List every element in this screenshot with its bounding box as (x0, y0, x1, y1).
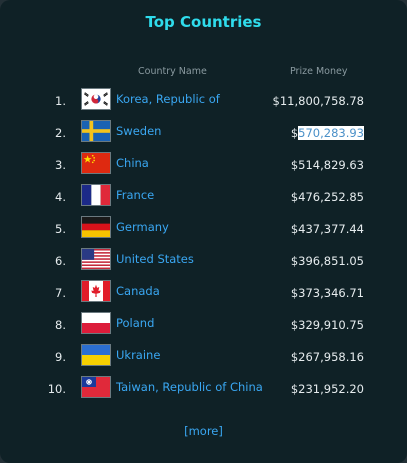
rank: 9. (30, 350, 66, 364)
country-link[interactable]: Sweden (116, 124, 161, 138)
france-flag-icon (81, 184, 111, 206)
china-flag-icon (81, 152, 111, 174)
country-name-header: Country Name (138, 66, 207, 77)
poland-flag-icon (81, 312, 111, 334)
prize-money: $373,346.71 (291, 286, 364, 300)
sweden-flag-icon (81, 120, 111, 142)
table-row: 1. Korea, Republic of $11,800,758.78 (0, 87, 407, 115)
table-row: 2. Sweden $570,283.93 (0, 119, 407, 147)
country-link[interactable]: Germany (116, 220, 169, 234)
rank: 7. (30, 286, 66, 300)
country-link[interactable]: Korea, Republic of (116, 92, 220, 106)
korea-flag-icon (81, 88, 111, 110)
rank: 10. (30, 382, 66, 396)
prize-money: $570,283.93 (291, 126, 364, 140)
panel-title: Top Countries (0, 13, 407, 31)
table-row: 9. Ukraine $267,958.16 (0, 343, 407, 371)
country-link[interactable]: China (116, 156, 149, 170)
ukraine-flag-icon (81, 344, 111, 366)
table-row: 10. Taiwan, Republic of China $231,952.2… (0, 375, 407, 403)
rank: 3. (30, 158, 66, 172)
prize-money: $267,958.16 (291, 350, 364, 364)
prize-money: $231,952.20 (291, 382, 364, 396)
selected-prize-text: 570,283.93 (298, 126, 364, 140)
rank: 4. (30, 190, 66, 204)
prize-money: $396,851.05 (291, 254, 364, 268)
prize-money-header: Prize Money (290, 66, 347, 77)
prize-money: $11,800,758.78 (273, 94, 364, 108)
prize-money: $437,377.44 (291, 222, 364, 236)
rank: 2. (30, 126, 66, 140)
country-link[interactable]: Taiwan, Republic of China (116, 380, 263, 394)
rank: 1. (30, 94, 66, 108)
country-link[interactable]: Poland (116, 316, 154, 330)
country-link[interactable]: Ukraine (116, 348, 160, 362)
usa-flag-icon (81, 248, 111, 270)
canada-flag-icon (81, 280, 111, 302)
prize-money: $476,252.85 (291, 190, 364, 204)
table-row: 3. China $514,829.63 (0, 151, 407, 179)
germany-flag-icon (81, 216, 111, 238)
rank: 6. (30, 254, 66, 268)
rank: 8. (30, 318, 66, 332)
table-row: 7. Canada $373,346.71 (0, 279, 407, 307)
country-link[interactable]: Canada (116, 284, 160, 298)
taiwan-flag-icon (81, 376, 111, 398)
table-row: 8. Poland $329,910.75 (0, 311, 407, 339)
table-row: 6. United States $396,851.05 (0, 247, 407, 275)
table-row: 4. France $476,252.85 (0, 183, 407, 211)
country-link[interactable]: France (116, 188, 154, 202)
prize-money: $514,829.63 (291, 158, 364, 172)
more-link[interactable]: [more] (0, 424, 407, 438)
country-link[interactable]: United States (116, 252, 194, 266)
prize-money: $329,910.75 (291, 318, 364, 332)
table-row: 5. Germany $437,377.44 (0, 215, 407, 243)
rank: 5. (30, 222, 66, 236)
